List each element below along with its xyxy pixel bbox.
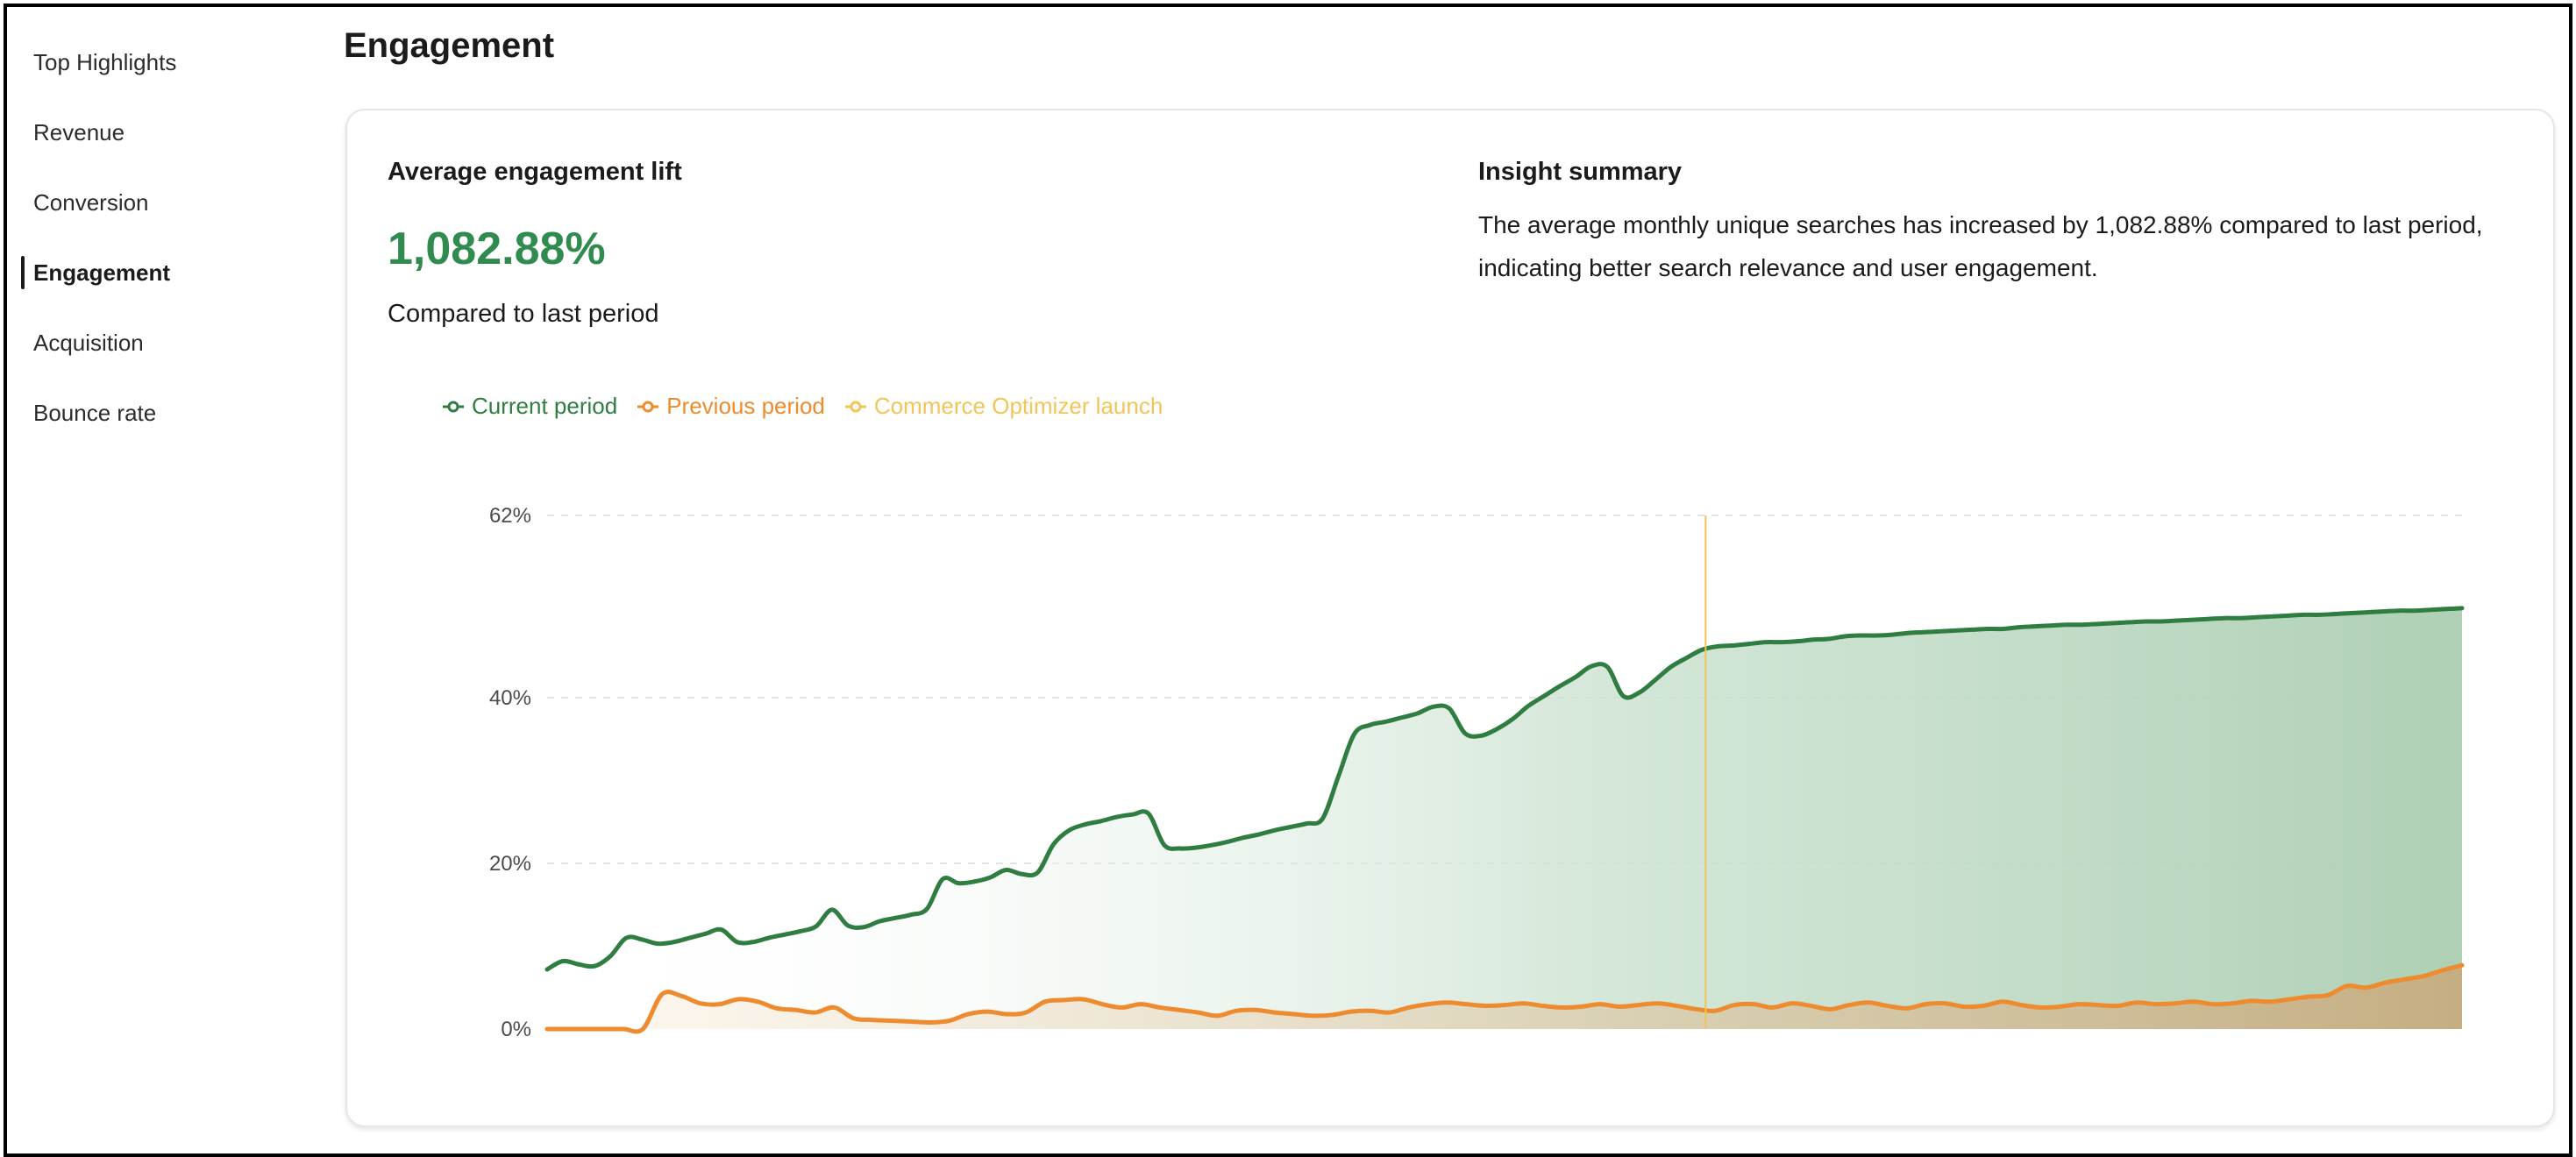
legend-item-launch[interactable]: Commerce Optimizer launch [844,393,1163,420]
legend-swatch-previous-icon [637,401,659,412]
legend-item-previous[interactable]: Previous period [637,393,825,420]
current-period-line[interactable] [544,606,2465,972]
chart-lines [544,515,2465,1034]
legend-swatch-launch-icon [844,401,866,412]
sidebar-nav: Top Highlights Revenue Conversion Engage… [4,4,293,1150]
legend-label-launch: Commerce Optimizer launch [873,393,1163,419]
sidebar-item-acquisition[interactable]: Acquisition [33,330,144,356]
engagement-card: Average engagement lift 1,082.88% Compar… [345,109,2555,1127]
legend-item-current[interactable]: Current period [442,393,617,420]
active-indicator [21,256,25,289]
insight-text: The average monthly unique searches has … [1478,211,2483,281]
y-tick-label: 62% [489,504,531,528]
insight-title: Insight summary [1478,158,1683,186]
chart-areas [547,607,2462,1032]
legend-label-current: Current period [472,393,618,419]
previous-period-line[interactable] [544,962,2465,1034]
page-title: Engagement [344,26,555,65]
engagement-chart: 0% 20% 40% 62% [489,504,2465,1041]
sidebar-item-conversion[interactable]: Conversion [33,189,149,216]
y-tick-label: 0% [501,1018,531,1041]
legend-swatch-current-icon [443,401,464,412]
current-period-area [547,607,2462,1029]
sidebar-item-engagement[interactable]: Engagement [33,259,171,286]
y-tick-label: 40% [489,686,531,710]
metric-subtitle: Compared to last period [388,300,659,328]
sidebar-item-revenue[interactable]: Revenue [33,119,125,146]
chart-y-axis: 0% 20% 40% 62% [489,504,531,1041]
y-tick-label: 20% [489,852,531,876]
sidebar-item-top-highlights[interactable]: Top Highlights [33,49,177,75]
previous-period-area [547,965,2462,1032]
sidebar-item-bounce-rate[interactable]: Bounce rate [33,400,157,426]
metric-title: Average engagement lift [388,158,682,186]
chart-legend: Current period Previous period Commerce … [442,393,1163,420]
metric-value: 1,082.88% [388,224,606,274]
legend-label-previous: Previous period [666,393,825,419]
window-frame [4,4,2572,1157]
